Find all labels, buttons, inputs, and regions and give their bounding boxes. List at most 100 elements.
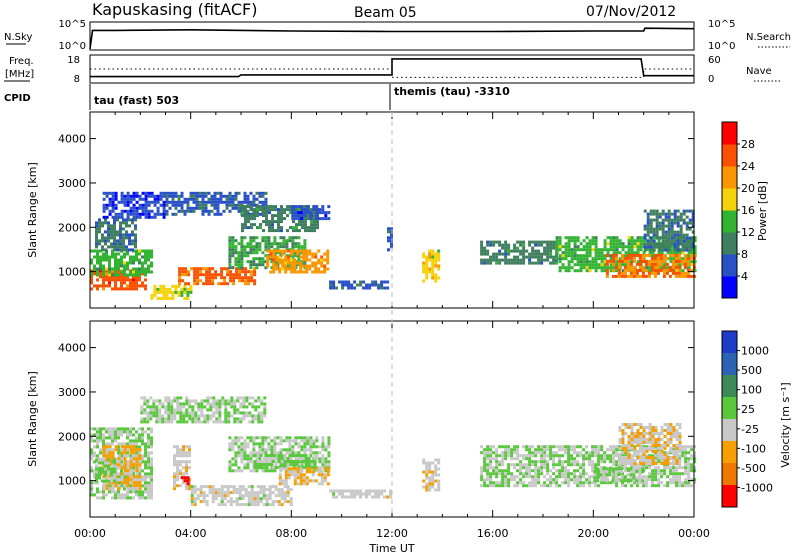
velocity-cell-7 [279,469,283,473]
power-cell-1 [123,270,126,274]
velocity-cell-12 [657,451,661,455]
velocity-cell-7 [258,457,262,461]
velocity-cell-12 [489,457,493,461]
velocity-cell-9 [323,476,327,480]
velocity-cell-0 [96,481,99,485]
power-cell-5 [232,282,236,286]
velocity-cell-12 [609,460,613,464]
velocity-cell-12 [594,466,598,470]
velocity-cell-3 [191,414,195,418]
velocity-cell-13 [651,426,655,429]
power-cell-6 [243,197,247,201]
power-cell-7 [282,242,286,246]
power-cell-4 [159,290,163,294]
power-cell-0 [120,272,123,276]
velocity-cell-12 [645,454,649,458]
velocity-cell-12 [678,466,682,470]
velocity-cell-7 [249,439,253,443]
velocity-cell-7 [243,439,247,443]
velocity-cell-0 [144,448,147,452]
power-cell-6 [186,197,190,201]
power-cell-11 [344,280,348,284]
power-cell-17 [652,248,656,252]
power-cell-17 [676,230,680,234]
velocity-cell-12 [612,481,616,485]
power-cell-15 [630,245,634,249]
power-cell-9 [272,264,276,268]
velocity-cell-9 [320,482,324,486]
velocity-cell-0 [144,475,147,479]
velocity-cell-12 [546,445,550,449]
velocity-cell-13 [663,429,667,432]
power-cell-16 [683,253,687,257]
power-cell-16 [629,253,633,257]
velocity-cell-7 [294,442,298,446]
velocity-cell-13 [630,447,634,450]
velocity-cell-0 [141,436,144,440]
power-cell-17 [658,215,662,219]
power-cell-0 [123,281,126,285]
velocity-cell-0 [96,487,99,491]
power-cell-8 [277,217,280,221]
power-cell-15 [573,254,577,258]
velocity-cell-6 [226,488,230,492]
power-cell-14 [546,255,550,259]
velocity-cell-6 [190,503,194,507]
power-cell-16 [644,262,648,266]
velocity-cell-9 [296,476,300,480]
power-cell-2 [116,230,119,234]
velocity-cell-12 [603,451,607,455]
velocity-cell-12 [483,448,487,452]
velocity-cell-7 [252,469,256,473]
power-cell-17 [655,224,659,228]
velocity-cell-0 [141,490,144,494]
power-cell-2 [101,245,104,249]
power-cell-8 [259,205,262,209]
velocity-cell-12 [555,454,559,458]
velocity-cell-8 [289,457,293,460]
velocity-cell-12 [690,445,694,449]
power-cell-16 [611,262,615,266]
velocity-cell-0 [111,460,114,464]
velocity-cell-13 [663,423,667,426]
power-cell-2 [98,239,101,243]
power-cell-9 [281,258,285,262]
velocity-cell-4 [176,448,179,452]
velocity-cell-0 [114,427,117,431]
velocity-cell-0 [150,472,153,476]
power-cell-8 [292,226,295,230]
power-cell-6 [192,206,196,210]
power-cell-15 [564,248,568,252]
power-cell-7 [264,254,268,258]
velocity-cell-12 [573,460,577,464]
power-cell-5 [214,270,218,274]
power-cell-16 [620,256,624,260]
power-cell-3 [144,209,148,213]
power-cell-16 [623,268,627,272]
power-cell-7 [228,260,232,264]
velocity-cell-3 [263,402,267,406]
power-cell-7 [246,254,250,258]
power-cell-6 [258,191,262,195]
power-cell-11 [380,286,384,290]
power-cell-10 [315,217,319,221]
velocity-cell-0 [147,463,150,467]
power-cell-3 [105,206,109,210]
nave-tick-top: 60 [708,55,721,66]
velocity-cell-12 [579,475,583,479]
power-cell-9 [269,255,273,259]
velocity-cell-10 [344,495,348,499]
power-cell-16 [629,265,633,269]
power-cell-7 [273,236,277,240]
power-cell-0 [114,275,117,279]
power-cell-16 [683,271,687,275]
power-cell-13 [434,252,438,256]
power-cell-16 [620,253,624,257]
velocity-cell-3 [170,399,174,403]
velocity-cell-12 [537,469,541,473]
velocity-cell-10 [377,495,381,499]
power-cell-15 [615,251,619,255]
power-cell-15 [612,239,616,243]
power-cell-9 [281,264,285,268]
power-cell-5 [205,279,209,283]
